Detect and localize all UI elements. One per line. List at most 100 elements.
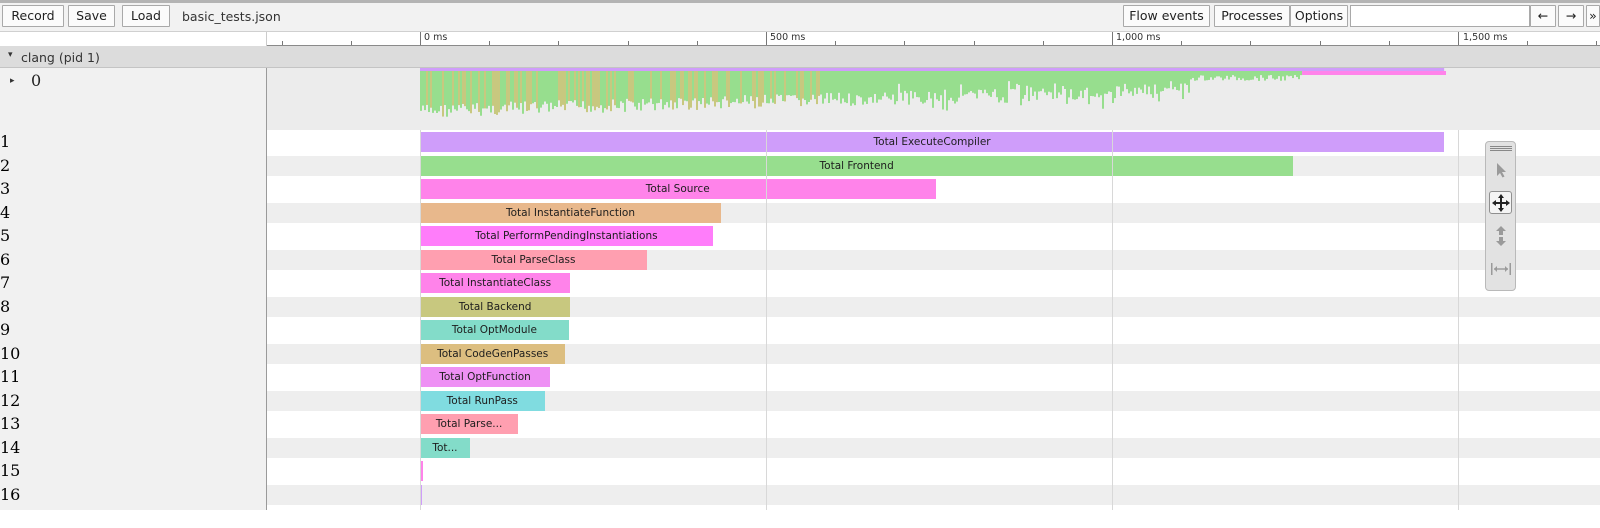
overview-bar xyxy=(850,71,852,106)
ruler-tick xyxy=(1181,41,1183,45)
overview-bar xyxy=(1200,71,1202,76)
overview-bar xyxy=(634,71,636,107)
mouse-mode-selector[interactable] xyxy=(1485,141,1516,291)
overview-bar xyxy=(904,71,906,91)
overview-bar xyxy=(626,71,628,99)
overview-bar xyxy=(718,71,720,103)
overview-bar xyxy=(1300,71,1302,76)
overview-bar xyxy=(546,71,548,104)
overview-bar xyxy=(1096,71,1098,94)
grip-icon[interactable] xyxy=(1489,144,1512,154)
timing-icon[interactable] xyxy=(1489,257,1512,280)
processes-button[interactable]: Processes xyxy=(1214,5,1290,27)
overview-bar xyxy=(640,71,642,111)
overview-bar xyxy=(1072,71,1074,100)
trace-slice[interactable]: Total ParseClass xyxy=(420,249,647,270)
overview-bar xyxy=(498,71,500,113)
trace-slice[interactable]: Total ExecuteCompiler xyxy=(420,132,1445,152)
row-label: 7 xyxy=(0,273,11,292)
select-cursor-icon[interactable] xyxy=(1489,158,1512,181)
overview-bar xyxy=(1084,71,1086,90)
overview-bar xyxy=(872,71,874,103)
options-button[interactable]: Options xyxy=(1290,5,1348,27)
overview-bar xyxy=(834,71,836,99)
overview-bar xyxy=(506,71,508,112)
thread-overview[interactable] xyxy=(267,68,1600,130)
row-label: 2 xyxy=(0,155,11,175)
overview-bar xyxy=(836,71,838,101)
overview-bar xyxy=(488,71,490,106)
overview-bar xyxy=(932,71,934,108)
overview-bar xyxy=(572,71,574,103)
search-input[interactable] xyxy=(1350,5,1530,27)
overview-bar xyxy=(1070,71,1072,90)
process-header[interactable]: ▾ clang (pid 1) xyxy=(0,46,1600,68)
overview-bar xyxy=(788,71,790,96)
overview-bar xyxy=(686,71,688,102)
trace-slice[interactable]: Total Parse... xyxy=(420,414,519,434)
overview-bar xyxy=(526,71,528,112)
overview-bar xyxy=(1100,71,1102,96)
pan-icon[interactable] xyxy=(1489,191,1512,214)
overview-bar xyxy=(548,71,550,112)
trace-slice[interactable]: Total RunPass xyxy=(420,390,545,411)
overview-bar xyxy=(500,71,502,110)
trace-slice[interactable]: Tot... xyxy=(420,437,470,458)
overview-bar xyxy=(780,71,782,95)
overview-bar xyxy=(1228,71,1230,80)
time-ruler[interactable]: 0 ms 500 ms 1,000 ms 1,500 ms xyxy=(0,32,1600,46)
overview-bar xyxy=(1128,71,1130,94)
flow-events-button[interactable]: Flow events xyxy=(1123,5,1210,27)
trace-slice[interactable]: Total Frontend xyxy=(420,155,1294,176)
overview-bar xyxy=(822,71,824,104)
expand-arrow-icon[interactable]: ▸ xyxy=(10,76,15,86)
trace-slice[interactable] xyxy=(420,461,424,481)
overview-bar xyxy=(1426,71,1428,75)
overview-bar xyxy=(1304,71,1306,75)
trace-slice[interactable]: Total PerformPendingInstantiations xyxy=(420,226,713,246)
overview-bar xyxy=(764,71,766,95)
more-button[interactable]: » xyxy=(1586,5,1600,27)
overview-bar xyxy=(894,71,896,105)
trace-slice[interactable]: Total OptFunction xyxy=(420,367,551,387)
overview-bar xyxy=(742,71,744,103)
overview-bar xyxy=(714,71,716,107)
process-title: clang (pid 1) xyxy=(21,50,100,65)
overview-bar xyxy=(462,71,464,104)
zoom-icon[interactable] xyxy=(1489,224,1512,247)
overview-bar xyxy=(1320,71,1322,75)
trace-slice[interactable]: Total Source xyxy=(420,179,936,199)
trace-slice[interactable]: Total Backend xyxy=(420,296,571,317)
overview-bar xyxy=(730,71,732,104)
overview-bar xyxy=(520,71,522,104)
find-next-button[interactable]: → xyxy=(1558,5,1584,27)
overview-bar xyxy=(874,71,876,94)
overview-bar xyxy=(544,71,546,102)
overview-bar xyxy=(726,71,728,101)
load-button[interactable]: Load xyxy=(122,5,170,27)
overview-bar xyxy=(650,71,652,99)
overview-bar xyxy=(830,71,832,94)
overview-bar xyxy=(1312,71,1314,75)
overview-bar xyxy=(1156,71,1158,94)
find-previous-button[interactable]: ← xyxy=(1530,5,1556,27)
overview-bar xyxy=(1158,71,1160,102)
record-button[interactable]: Record xyxy=(2,5,64,27)
overview-bar xyxy=(720,71,722,109)
overview-bar xyxy=(466,71,468,110)
overview-bar xyxy=(724,71,726,97)
overview-bar xyxy=(984,71,986,90)
overview-bar xyxy=(1144,71,1146,85)
overview-bar xyxy=(1392,71,1394,75)
collapse-arrow-icon[interactable]: ▾ xyxy=(8,50,13,60)
save-button[interactable]: Save xyxy=(68,5,115,27)
trace-slice[interactable]: Total OptModule xyxy=(420,320,569,340)
trace-slice[interactable]: Total InstantiateClass xyxy=(420,273,571,293)
overview-bar xyxy=(1120,71,1122,96)
track-area[interactable]: ▸ 0 1 2 3 4 5 6 7 8 9 10 11 12 13 14 15 16 Total Execut… xyxy=(0,68,1600,528)
trace-slice[interactable]: Total CodeGenPasses xyxy=(420,343,566,364)
trace-slice[interactable]: Total InstantiateFunction xyxy=(420,202,722,223)
overview-bar xyxy=(1354,71,1356,75)
overview-bar xyxy=(480,71,482,116)
overview-bar xyxy=(1356,71,1358,75)
